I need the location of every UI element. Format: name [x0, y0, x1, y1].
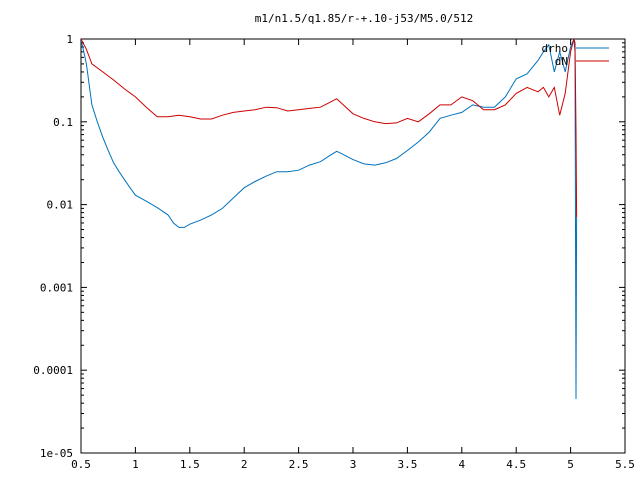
x-tick-label: 4.5: [506, 458, 526, 471]
series-line-drho: [81, 39, 578, 399]
y-tick-label: 0.001: [40, 281, 73, 294]
y-tick-label: 1: [66, 33, 73, 46]
x-tick-label: 1: [132, 458, 139, 471]
x-tick-label: 2.5: [289, 458, 309, 471]
chart-title: m1/n1.5/q1.85/r-+.10-j53/M5.0/512: [255, 12, 474, 25]
plot-frame: [80, 38, 626, 454]
y-tick-label: 0.01: [47, 199, 74, 212]
series-line-dN: [81, 39, 578, 218]
x-tick-label: 5.5: [615, 458, 635, 471]
x-tick-label: 2: [241, 458, 248, 471]
x-tick-label: 3.5: [397, 458, 417, 471]
y-tick-label: 0.0001: [33, 364, 73, 377]
y-tick-label: 1e-05: [40, 447, 73, 460]
x-tick-label: 3: [350, 458, 357, 471]
x-tick-label: 0.5: [71, 458, 91, 471]
x-tick-label: 4: [458, 458, 465, 471]
legend-label-dN: dN: [555, 55, 568, 68]
series-group: [81, 39, 578, 399]
x-tick-label: 1.5: [180, 458, 200, 471]
x-tick-label: 5: [567, 458, 574, 471]
legend-label-drho: drho: [542, 42, 569, 55]
y-tick-label: 0.1: [53, 116, 73, 129]
axis-ticks: 0.5 1 1.5 2 2.5 3 3.5 4 4.5 5 5.5 1 0.1 0.01 0.001 0.00…: [33, 33, 635, 471]
